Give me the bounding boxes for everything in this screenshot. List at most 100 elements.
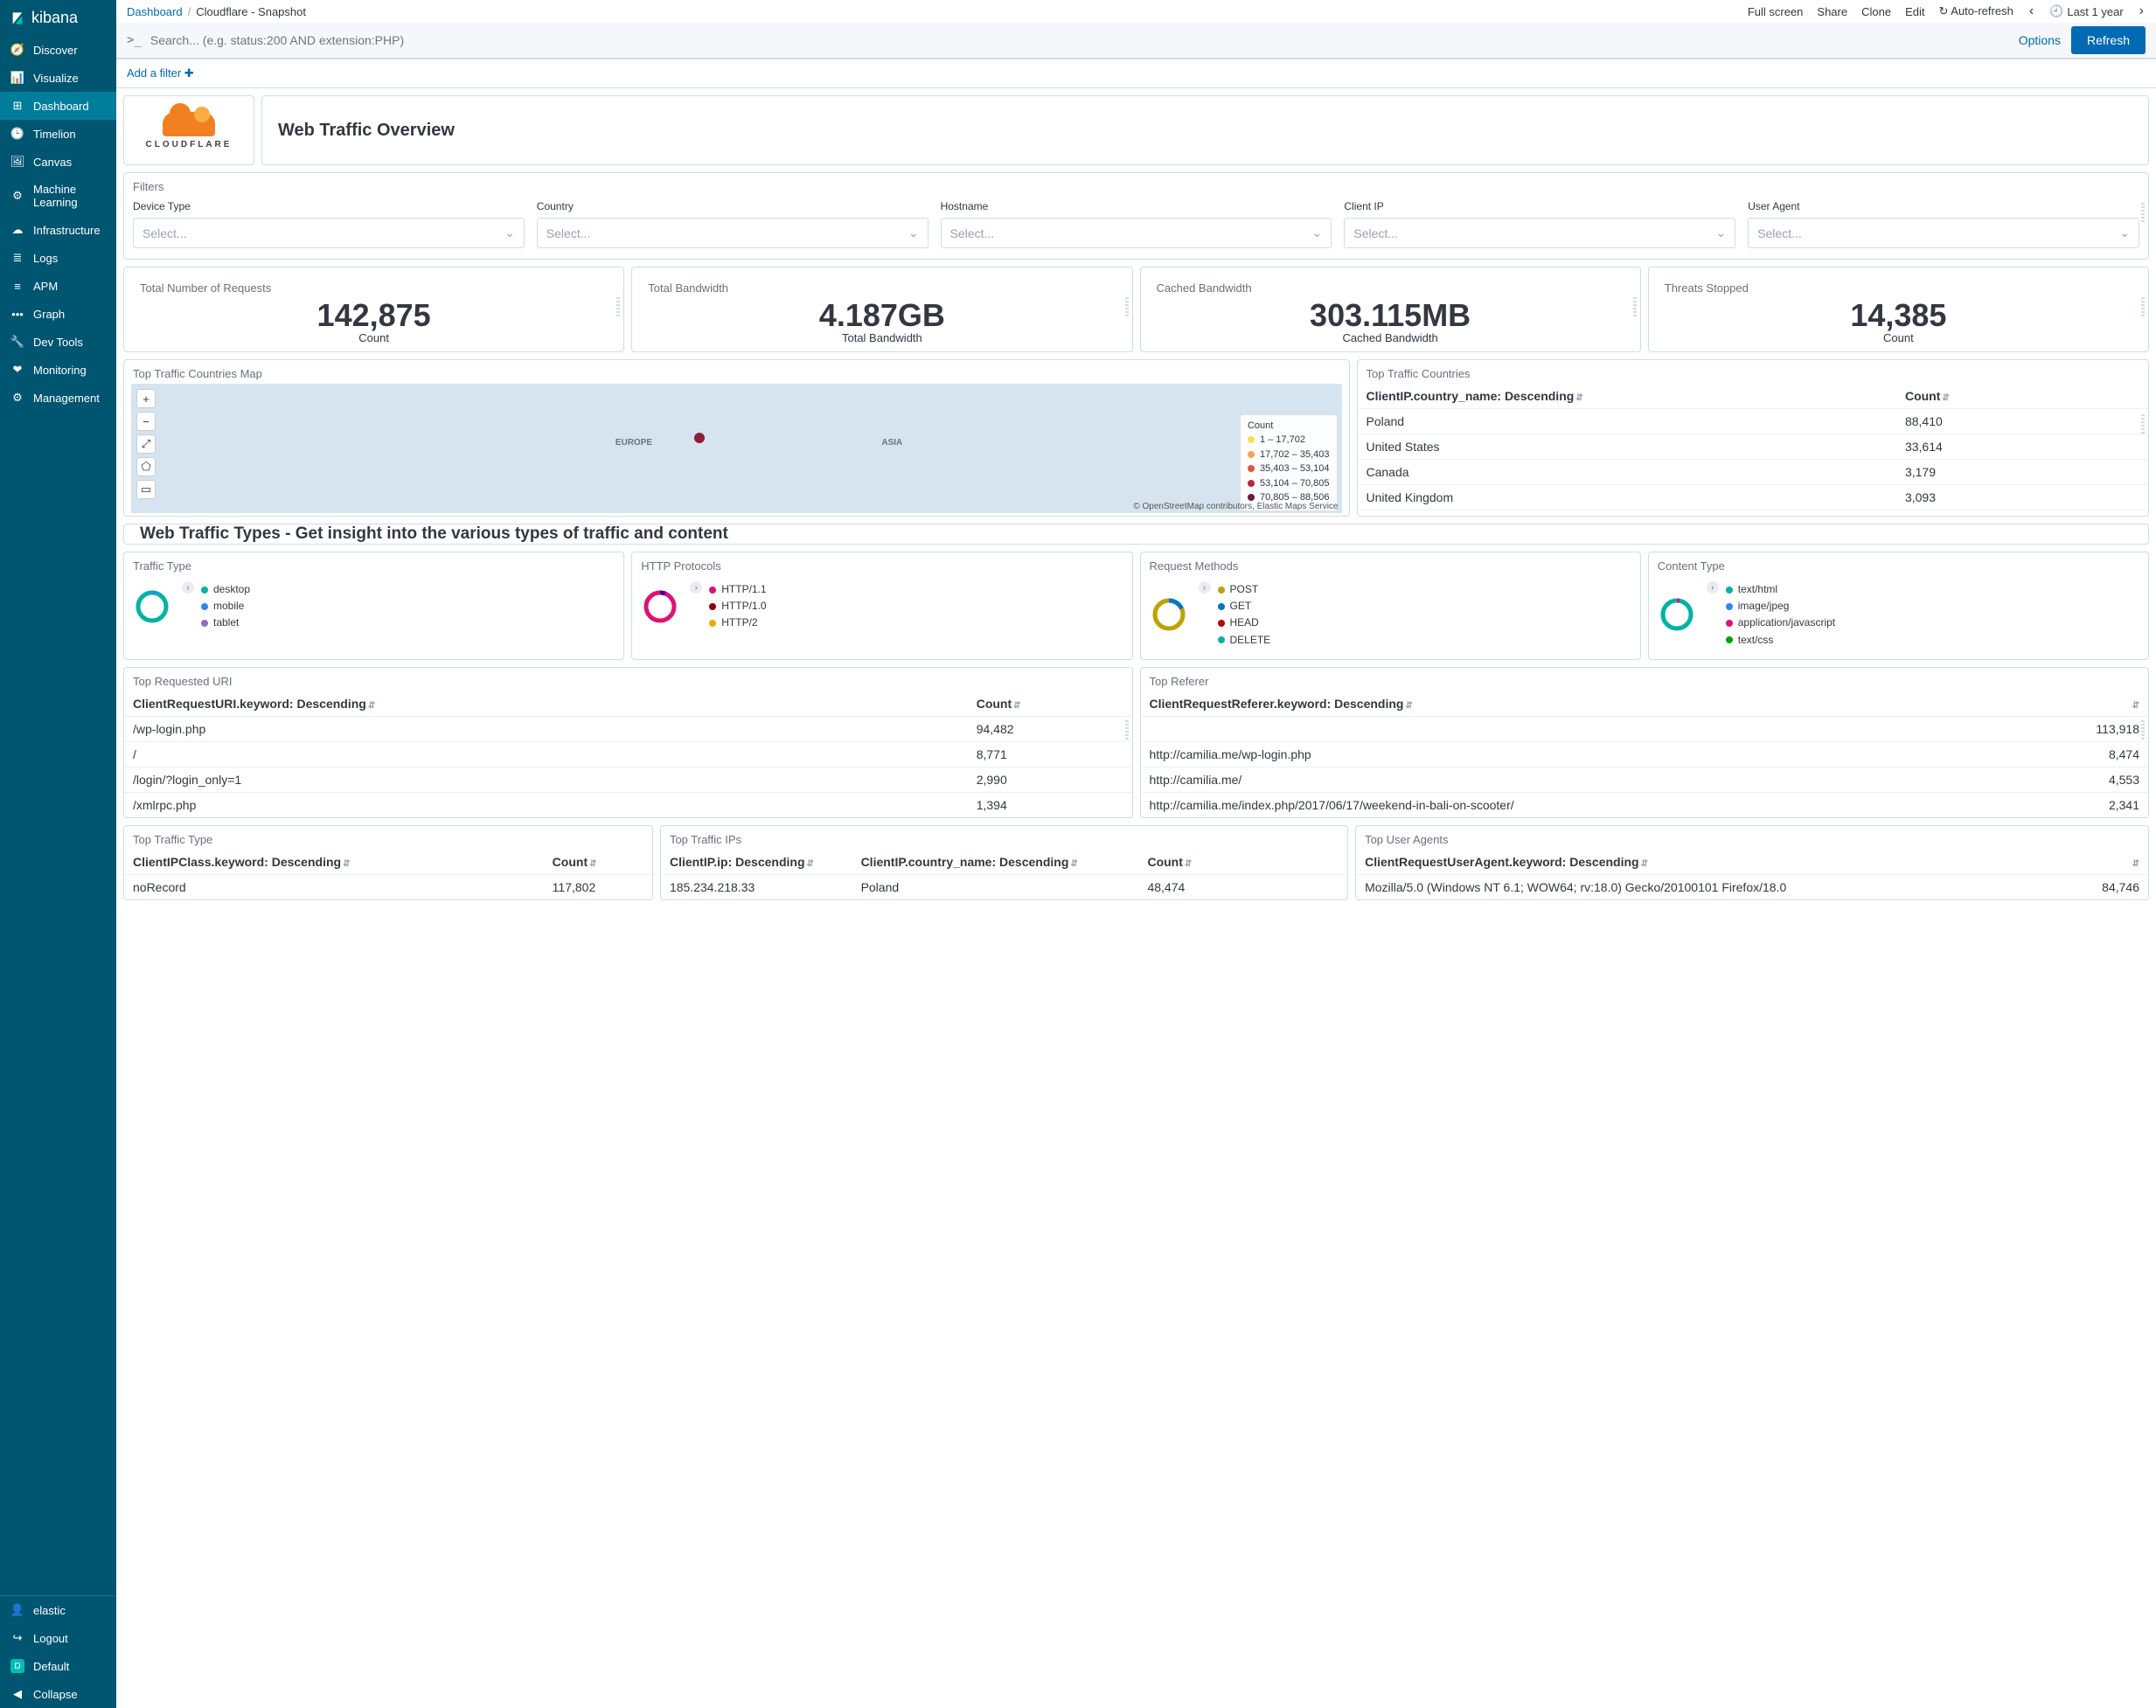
resize-handle[interactable]	[616, 297, 620, 316]
sidebar-footer-collapse[interactable]: ◀Collapse	[0, 1680, 116, 1708]
table-row[interactable]: Canada3,179	[1358, 459, 2149, 484]
sidebar-item-apm[interactable]: ≡APM	[0, 272, 116, 300]
legend-row[interactable]: HEAD	[1218, 614, 1271, 631]
time-prev-icon[interactable]: ‹	[2027, 3, 2035, 19]
ua-col1[interactable]: ClientRequestUserAgent.keyword: Descendi…	[1365, 855, 2050, 869]
sidebar-item-timelion[interactable]: 🕒Timelion	[0, 120, 116, 148]
refresh-button[interactable]: Refresh	[2071, 26, 2146, 54]
cell: Poland	[1367, 414, 1905, 428]
fit-bounds-icon[interactable]: ⤢	[136, 434, 156, 454]
legend-row[interactable]: GET	[1218, 598, 1271, 614]
sidebar-item-graph[interactable]: •••Graph	[0, 300, 116, 328]
filter-select-country[interactable]: Select...⌄	[537, 218, 928, 248]
legend-row[interactable]: HTTP/1.0	[709, 598, 766, 614]
resize-handle[interactable]	[1125, 297, 1129, 316]
add-filter-link[interactable]: Add a filter ✚	[127, 66, 194, 80]
shape-tool-icon[interactable]: ⬠	[136, 457, 156, 476]
referer-col2[interactable]: ⇵	[2042, 697, 2139, 711]
legend-toggle-icon[interactable]: ›	[1199, 581, 1211, 594]
table-row[interactable]: noRecord117,802	[124, 874, 652, 899]
table-row[interactable]: /login/?login_only=12,990	[124, 767, 1132, 792]
legend-row[interactable]: POST	[1218, 581, 1271, 598]
countries-col1[interactable]: ClientIP.country_name: Descending⇵	[1367, 389, 1905, 403]
sidebar-item-dashboard[interactable]: ⊞Dashboard	[0, 92, 116, 120]
uri-col2[interactable]: Count⇵	[977, 697, 1123, 711]
breadcrumb-root[interactable]: Dashboard	[127, 5, 183, 18]
rect-tool-icon[interactable]: ▭	[136, 480, 156, 499]
legend-toggle-icon[interactable]: ›	[182, 581, 194, 594]
ips-col3[interactable]: Count⇵	[1147, 855, 1339, 869]
ua-col2[interactable]: ⇵	[2050, 855, 2139, 869]
time-next-icon[interactable]: ›	[2138, 3, 2146, 19]
table-row[interactable]: China2,805	[1358, 510, 2149, 516]
resize-handle[interactable]	[2141, 203, 2145, 222]
table-row[interactable]: United Kingdom3,093	[1358, 484, 2149, 510]
sidebar-item-discover[interactable]: 🧭Discover	[0, 36, 116, 64]
legend-row[interactable]: desktop	[201, 581, 250, 598]
auto-refresh[interactable]: ↻ Auto-refresh	[1938, 4, 2013, 18]
zoom-in-icon[interactable]: +	[136, 389, 156, 408]
cloudflare-text: CLOUDFLARE	[146, 140, 233, 149]
filter-select-user-agent[interactable]: Select...⌄	[1748, 218, 2139, 248]
sidebar-item-visualize[interactable]: 📊Visualize	[0, 64, 116, 92]
resize-handle[interactable]	[1125, 720, 1129, 739]
table-row[interactable]: /wp-login.php94,482	[124, 716, 1132, 741]
ips-col1[interactable]: ClientIP.ip: Descending⇵	[670, 855, 861, 869]
sidebar-item-monitoring[interactable]: ❤Monitoring	[0, 356, 116, 384]
legend-row[interactable]: application/javascript	[1726, 614, 1835, 631]
sidebar-item-dev-tools[interactable]: 🔧Dev Tools	[0, 328, 116, 356]
options-link[interactable]: Options	[2019, 33, 2061, 47]
resize-handle[interactable]	[2141, 414, 2145, 434]
legend-row[interactable]: text/html	[1726, 581, 1835, 598]
resize-handle[interactable]	[2141, 720, 2145, 739]
topbar-share[interactable]: Share	[1817, 5, 1847, 18]
kibana-logo[interactable]: kibana	[0, 0, 116, 36]
top-referer-title: Top Referer	[1141, 668, 2149, 691]
resize-handle[interactable]	[1633, 297, 1637, 316]
legend-row[interactable]: tablet	[201, 614, 250, 631]
ttype-col2[interactable]: Count⇵	[553, 855, 643, 869]
legend-row[interactable]: image/jpeg	[1726, 598, 1835, 614]
traffic-map[interactable]: + − ⤢ ⬠ ▭ EUROPE ASIA Count 1 – 17,70217…	[131, 384, 1342, 513]
filter-select-device-type[interactable]: Select...⌄	[133, 218, 525, 248]
resize-handle[interactable]	[2141, 297, 2145, 316]
table-row[interactable]: http://camilia.me/index.php/2017/06/17/w…	[1141, 792, 2149, 817]
sidebar-footer-logout[interactable]: ↪Logout	[0, 1624, 116, 1652]
legend-row[interactable]: text/css	[1726, 632, 1835, 649]
zoom-out-icon[interactable]: −	[136, 412, 156, 431]
legend-toggle-icon[interactable]: ›	[690, 581, 702, 594]
topbar-full-screen[interactable]: Full screen	[1748, 5, 1804, 18]
sidebar-item-infrastructure[interactable]: ☁Infrastructure	[0, 216, 116, 244]
countries-col2[interactable]: Count⇵	[1905, 389, 2139, 403]
table-row[interactable]: http://camilia.me/wp-login.php8,474	[1141, 741, 2149, 767]
legend-row[interactable]: mobile	[201, 598, 250, 614]
sidebar-footer-elastic[interactable]: 👤elastic	[0, 1596, 116, 1624]
ips-col2[interactable]: ClientIP.country_name: Descending⇵	[861, 855, 1148, 869]
sidebar-item-logs[interactable]: ≣Logs	[0, 244, 116, 272]
table-row[interactable]: 185.234.218.33Poland48,474	[661, 874, 1347, 899]
table-row[interactable]: 113,918	[1141, 716, 2149, 741]
filter-select-hostname[interactable]: Select...⌄	[941, 218, 1332, 248]
uri-col1[interactable]: ClientRequestURI.keyword: Descending⇵	[133, 697, 977, 711]
table-row[interactable]: /8,771	[124, 741, 1132, 767]
sidebar-footer-default[interactable]: DDefault	[0, 1652, 116, 1680]
legend-row[interactable]: HTTP/1.1	[709, 581, 766, 598]
time-range[interactable]: 🕘 Last 1 year	[2049, 4, 2124, 18]
ttype-col1[interactable]: ClientIPClass.keyword: Descending⇵	[133, 855, 553, 869]
sidebar-item-canvas[interactable]: 🖼Canvas	[0, 148, 116, 176]
topbar-clone[interactable]: Clone	[1861, 5, 1891, 18]
legend-row[interactable]: DELETE	[1218, 632, 1271, 649]
table-row[interactable]: /xmlrpc.php1,394	[124, 792, 1132, 817]
topbar-edit[interactable]: Edit	[1905, 5, 1924, 18]
referer-col1[interactable]: ClientRequestReferer.keyword: Descending…	[1150, 697, 2042, 711]
search-input[interactable]	[150, 28, 2019, 52]
table-row[interactable]: United States33,614	[1358, 434, 2149, 459]
table-row[interactable]: Mozilla/5.0 (Windows NT 6.1; WOW64; rv:1…	[1356, 874, 2148, 899]
sidebar-item-management[interactable]: ⚙Management	[0, 384, 116, 412]
table-row[interactable]: Poland88,410	[1358, 408, 2149, 434]
legend-toggle-icon[interactable]: ›	[1707, 581, 1719, 594]
filter-select-client-ip[interactable]: Select...⌄	[1344, 218, 1735, 248]
legend-row[interactable]: HTTP/2	[709, 614, 766, 631]
sidebar-item-machine-learning[interactable]: ⚙Machine Learning	[0, 176, 116, 216]
table-row[interactable]: http://camilia.me/4,553	[1141, 767, 2149, 792]
